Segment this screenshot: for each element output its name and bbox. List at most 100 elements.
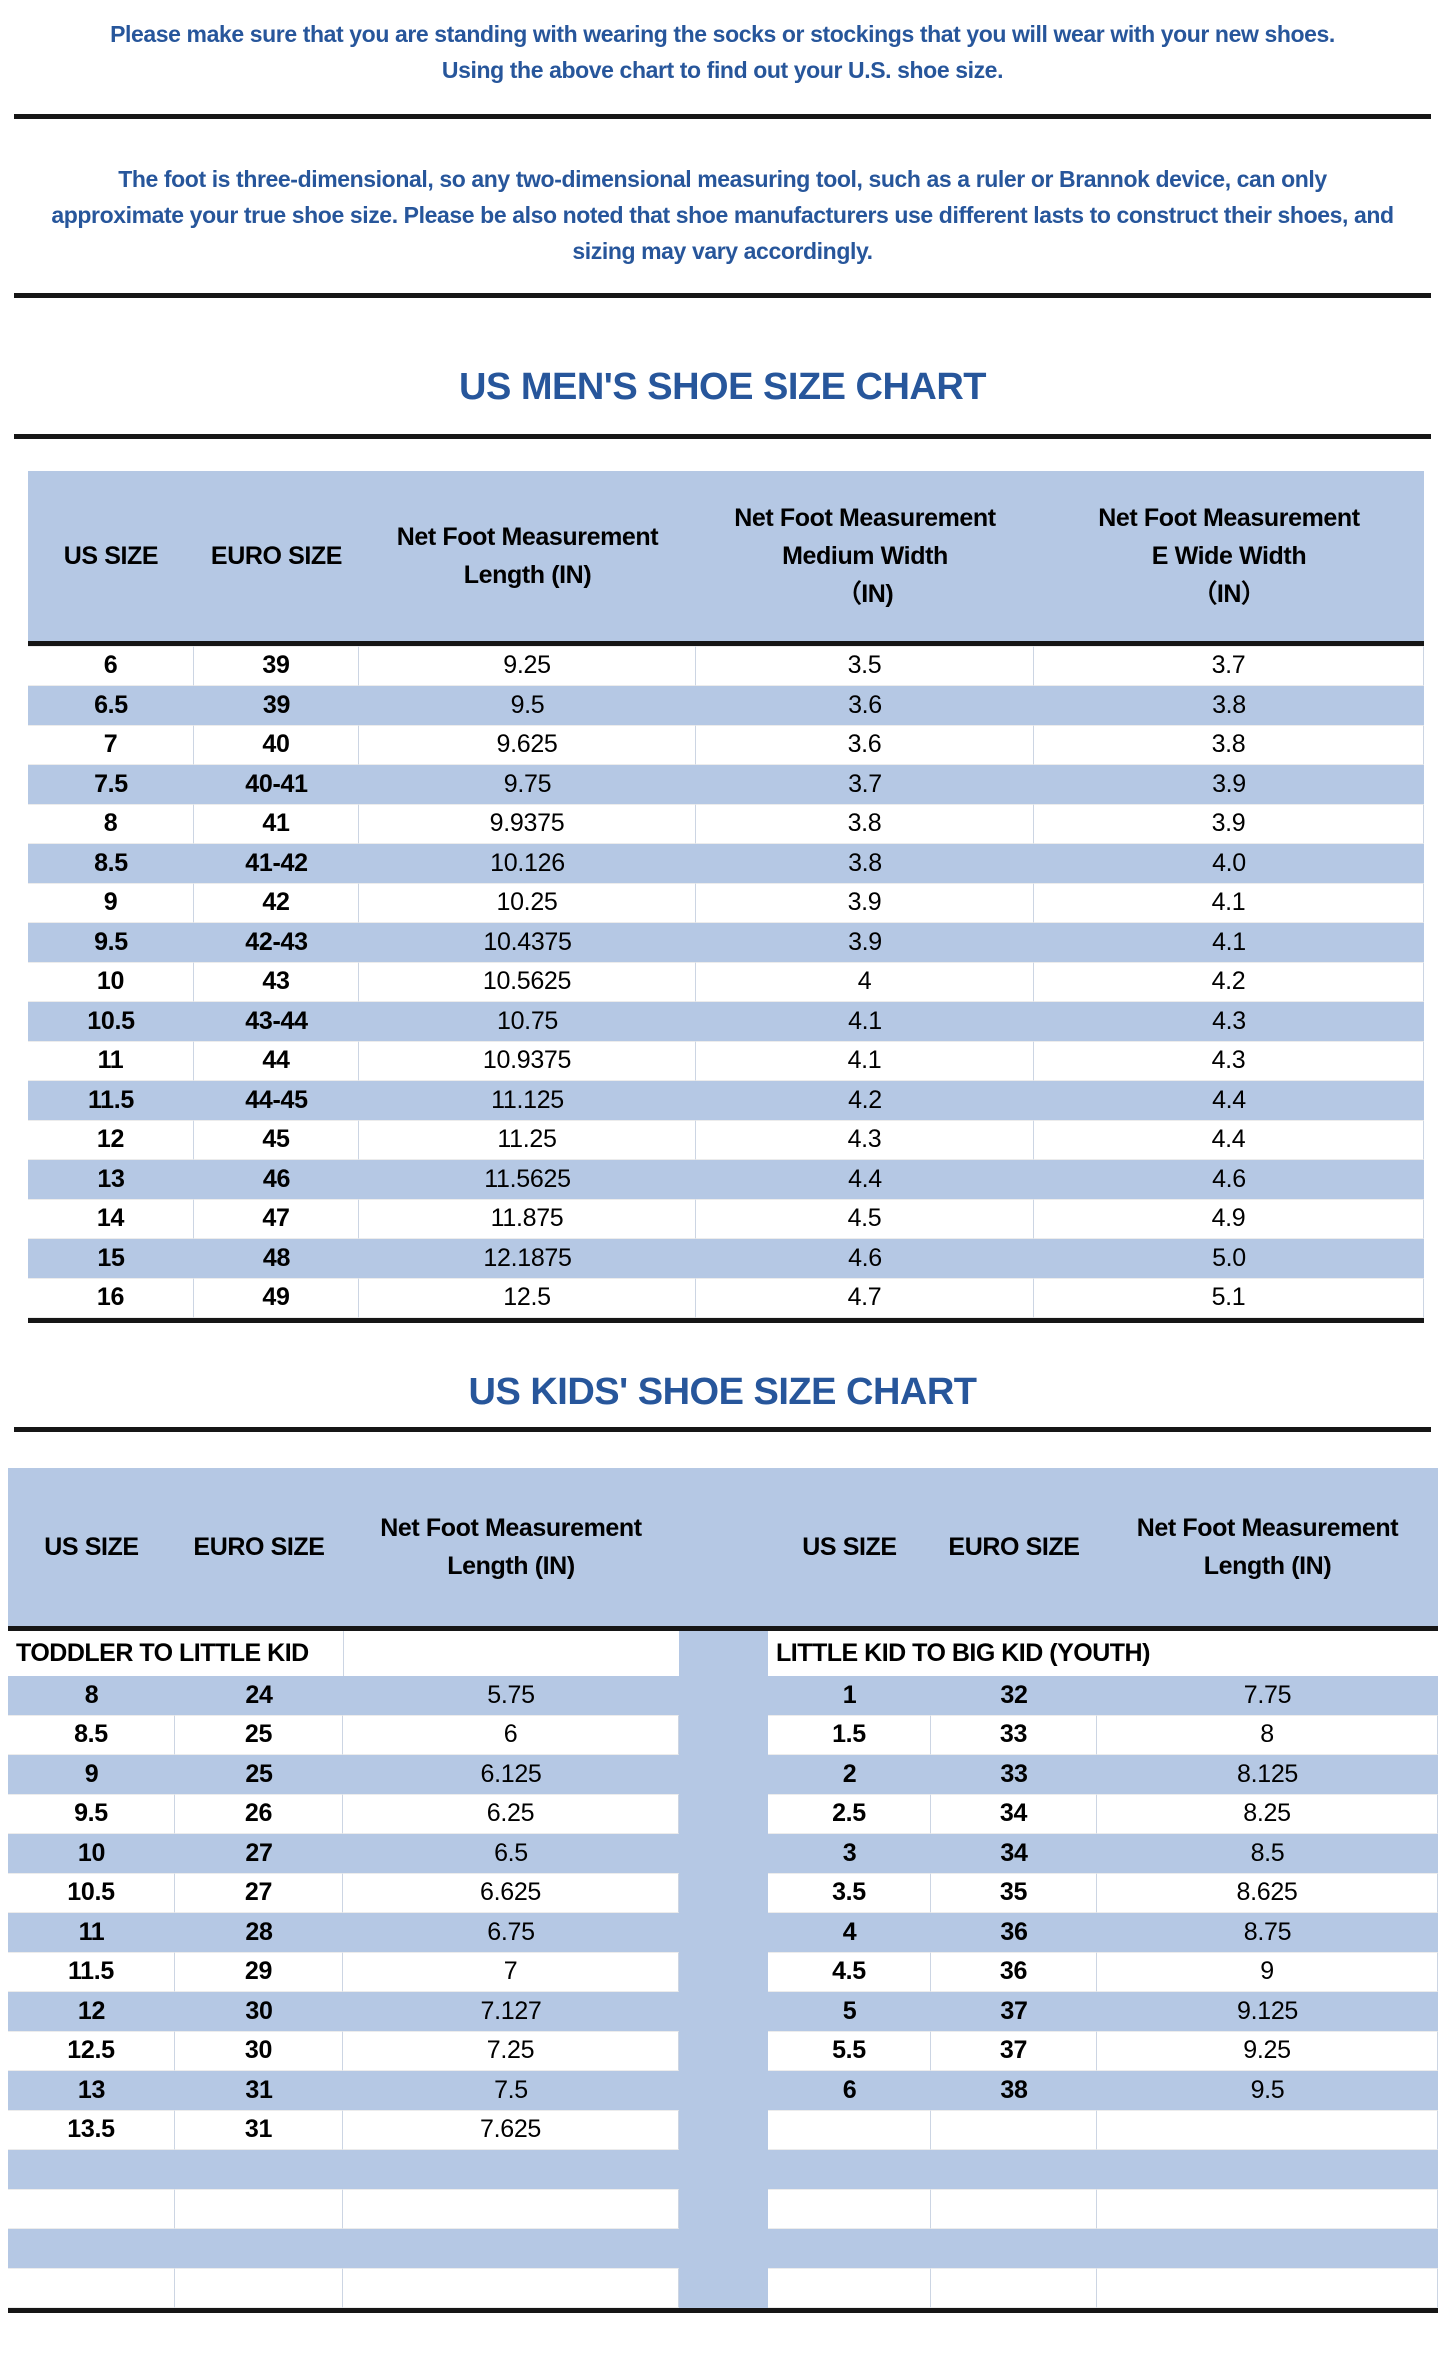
- table-gap-column: [679, 2110, 768, 2150]
- table-cell: 3.9: [696, 883, 1034, 923]
- table-cell: [8, 2189, 175, 2229]
- table-cell: 6.75: [343, 1912, 679, 1952]
- table-cell: 9.5: [94, 927, 128, 956]
- table-cell: 9.125: [1097, 1991, 1438, 2031]
- table-row: 16 49 12.5 4.7 5.1: [28, 1278, 1424, 1318]
- table-cell: 6: [768, 2070, 931, 2110]
- table-cell: 39: [194, 646, 359, 686]
- table-cell: 3: [768, 1833, 931, 1873]
- table-cell: [931, 2149, 1097, 2189]
- table-cell: 25: [175, 1754, 343, 1794]
- section-label-youth: LITTLE KID TO BIG KID (YOUTH): [768, 1630, 1438, 1676]
- table-cell: 9.625: [359, 725, 696, 765]
- table-row: 12.5 30 7.25 5.5 37 9.25: [8, 2031, 1438, 2071]
- table-cell: 6.5: [343, 1833, 679, 1873]
- table-cell: 24: [175, 1675, 343, 1715]
- table-bottom-line: [8, 2307, 1438, 2313]
- table-gap-column: [679, 2149, 768, 2189]
- table-gap-column: [679, 1952, 768, 1992]
- column-header: Net Foot Measurement Length (IN): [396, 523, 659, 589]
- table-cell: 40-41: [245, 769, 308, 798]
- table-cell: [1097, 2149, 1438, 2189]
- table-row: 10 43 10.5625 4 4.2: [28, 962, 1424, 1002]
- table-cell: [768, 2228, 931, 2268]
- table-cell: 9.5: [510, 690, 545, 719]
- table-row: 8.5 25 6 1.5 33 8: [8, 1715, 1438, 1755]
- table-cell: 4.4: [1034, 1120, 1424, 1160]
- table-cell: [175, 2228, 343, 2268]
- table-cell: 11: [8, 1912, 175, 1952]
- table-gap-column: [679, 1467, 768, 1626]
- table-cell: 12: [8, 1991, 175, 2031]
- table-row: 9 42 10.25 3.9 4.1: [28, 883, 1424, 923]
- table-cell: 38: [931, 2070, 1097, 2110]
- table-cell: 7: [28, 725, 194, 765]
- mens-size-table: US SIZE EURO SIZE Net Foot Measurement Len…: [28, 471, 1424, 1323]
- table-row: [8, 2189, 1438, 2229]
- header-divider-line: [28, 641, 1424, 646]
- table-row: 10.5 43-44 10.75 4.1 4.3: [28, 1001, 1424, 1041]
- table-cell: 4.7: [696, 1278, 1034, 1318]
- table-cell: [1097, 2110, 1438, 2150]
- table-cell: 41-42: [245, 848, 308, 877]
- table-row: 15 48 12.1875 4.6 5.0: [28, 1238, 1424, 1278]
- column-header: EURO SIZE: [948, 1532, 1080, 1561]
- dimension-note: The foot is three-dimensional, so any tw…: [51, 166, 1394, 264]
- table-gap-column: [679, 1675, 768, 1715]
- table-cell: 8: [28, 804, 194, 844]
- table-cell: [343, 2228, 679, 2268]
- table-cell: 3.5: [768, 1873, 931, 1913]
- table-cell: 5.5: [768, 2031, 931, 2071]
- table-row: [8, 2149, 1438, 2189]
- intro-note: Please make sure that you are standing w…: [0, 0, 1445, 88]
- table-cell: 7.25: [343, 2031, 679, 2071]
- kids-chart-title: US KIDS' SHOE SIZE CHART: [468, 1370, 977, 1413]
- table-cell: [1097, 2189, 1438, 2229]
- table-row: 7.5 40-41 9.75 3.7 3.9: [28, 764, 1424, 804]
- kids-size-table: US SIZE EURO SIZE Net Foot Measurement Len…: [8, 1467, 1438, 2313]
- table-cell: 4.1: [1034, 883, 1424, 923]
- table-cell: 44-45: [245, 1085, 308, 1114]
- table-cell: 47: [194, 1199, 359, 1239]
- table-cell: [175, 2189, 343, 2229]
- table-row: 10 27 6.5 3 34 8.5: [8, 1833, 1438, 1873]
- table-cell: 33: [931, 1754, 1097, 1794]
- table-cell: [1097, 2228, 1438, 2268]
- kids-table-body: 8 24 5.75 1 32 7.75 8.5 25 6 1.5 33 8 9 25 6.125 2 33 8.1…: [8, 1675, 1438, 2308]
- intro-note-line1: Please make sure that you are standing w…: [110, 21, 1335, 47]
- kids-table-header-row: US SIZE EURO SIZE Net Foot Measurement Len…: [8, 1467, 1438, 1626]
- table-cell: 4.4: [1212, 1085, 1246, 1114]
- table-cell: 9: [28, 883, 194, 923]
- table-row: 8 41 9.9375 3.8 3.9: [28, 804, 1424, 844]
- table-cell: 36: [931, 1952, 1097, 1992]
- table-gap-column: [679, 1991, 768, 2031]
- table-cell: 8.5: [94, 848, 128, 877]
- mens-table-header-row: US SIZE EURO SIZE Net Foot Measurement Len…: [28, 471, 1424, 641]
- table-cell: 12.5: [8, 2031, 175, 2071]
- table-row: 11.5 44-45 11.125 4.2 4.4: [28, 1080, 1424, 1120]
- table-row: 14 47 11.875 4.5 4.9: [28, 1199, 1424, 1239]
- table-cell: 10.9375: [359, 1041, 696, 1081]
- table-cell: 43-44: [245, 1006, 308, 1035]
- table-cell: [343, 2268, 679, 2308]
- table-cell: 3.7: [1034, 646, 1424, 686]
- table-cell: 36: [931, 1912, 1097, 1952]
- table-cell: 3.6: [696, 725, 1034, 765]
- column-header: US SIZE: [44, 1532, 139, 1561]
- divider: [14, 293, 1431, 298]
- table-cell: 7.75: [1097, 1675, 1438, 1715]
- table-cell: 42-43: [245, 927, 308, 956]
- table-cell: 12.5: [359, 1278, 696, 1318]
- table-cell: 3.8: [1212, 690, 1246, 719]
- table-cell: 4.1: [696, 1041, 1034, 1081]
- table-cell: 8.625: [1097, 1873, 1438, 1913]
- table-gap-column: [679, 2070, 768, 2110]
- table-gap-column: [679, 1715, 768, 1755]
- table-cell: 3.5: [696, 646, 1034, 686]
- table-cell: 9.9375: [359, 804, 696, 844]
- divider: [14, 114, 1431, 119]
- table-gap-column: [679, 1794, 768, 1834]
- table-cell: 35: [931, 1873, 1097, 1913]
- table-cell: 5: [768, 1991, 931, 2031]
